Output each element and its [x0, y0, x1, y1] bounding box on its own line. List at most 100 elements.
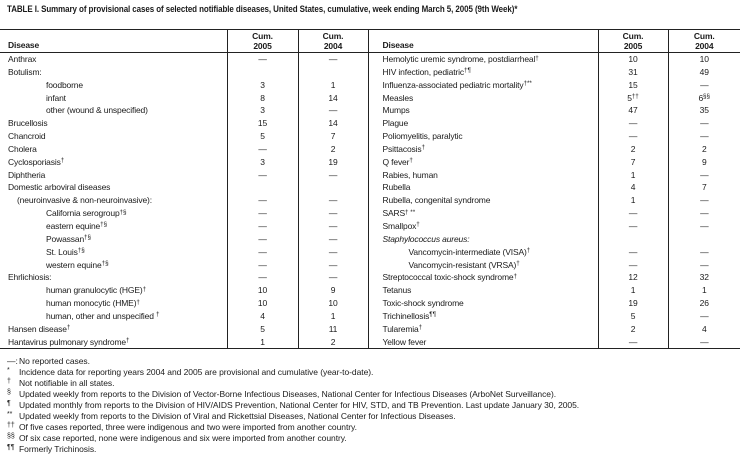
table-row: infant 8 14 Measles 5†† 6§§: [0, 91, 740, 105]
footnote-marker: ††: [7, 422, 15, 429]
value-cell-2004: 6§§: [667, 91, 740, 105]
footnote-text: Of six case reported, none were indigeno…: [19, 433, 347, 443]
column-header-disease-left: Disease: [0, 29, 227, 53]
value-cell-2005: —: [226, 245, 298, 259]
disease-cell: Vancomycin-intermediate (VISA)†: [367, 245, 598, 259]
disease-label: Toxic-shock syndrome: [382, 298, 464, 309]
disease-cell: SARS† **: [367, 207, 598, 220]
value: —: [258, 233, 267, 244]
footnote-marker-ref: †§: [77, 247, 85, 255]
value-cell-2005: 10: [597, 52, 668, 66]
value: —: [628, 131, 638, 142]
footnote: § Updated weekly from reports to the Divi…: [6, 389, 738, 400]
footnote-text: No reported cases.: [19, 356, 90, 366]
disease-label: Rubella: [382, 182, 411, 193]
table-row: human, other and unspecified † 4 1 Trichine…: [0, 309, 740, 323]
value-cell-2004: 26: [667, 297, 740, 310]
footnote-text: Formerly Trichinosis.: [19, 444, 97, 454]
footnote-marker: †: [7, 378, 11, 385]
footnote-marker-ref: †¶: [463, 67, 471, 75]
value: 19: [628, 298, 638, 309]
value: 4: [630, 182, 636, 193]
disease-cell: human granulocytic (HGE)†: [0, 284, 227, 297]
table-row: Hantavirus pulmonary syndrome† 1 2 Yellow f…: [0, 335, 740, 349]
disease-label: human, other and unspecified: [46, 310, 157, 321]
value: 35: [699, 105, 709, 116]
footnote-marker: *: [7, 367, 10, 374]
disease-label: Poliomyelitis, paralytic: [382, 131, 463, 142]
disease-label: Botulism:: [8, 66, 42, 77]
value: 2: [701, 143, 707, 154]
value-cell-2004: 7: [297, 130, 368, 143]
disease-label: Powassan: [46, 233, 85, 244]
value: 7: [330, 131, 336, 142]
disease-label: Diphtheria: [8, 169, 46, 180]
disease-cell: Tetanus: [367, 284, 598, 298]
disease-label: Streptococcal toxic-shock syndrome: [382, 272, 514, 283]
footnote-marker-ref: †§: [84, 234, 92, 242]
value-cell-2005: 19: [597, 297, 668, 310]
value: —: [328, 233, 338, 244]
table-row: Botulism: HIV infection, pediatric†¶ 31 49: [0, 65, 740, 79]
disease-label: Domestic arboviral diseases: [8, 182, 111, 193]
table-row: Powassan†§ — — Staphylococcus aureus:: [0, 232, 740, 246]
disease-label: Vancomycin-intermediate (VISA): [408, 246, 527, 257]
disease-cell: Measles: [367, 91, 598, 105]
footnote-marker-ref: ¶¶: [429, 311, 436, 319]
value-cell-2004: 11: [297, 322, 368, 336]
table-title: TABLE I. Summary of provisional cases of…: [7, 4, 518, 15]
footnote-marker-ref: §§: [703, 93, 711, 101]
value: 2: [330, 336, 336, 347]
footnotes: —: No reported cases. * Incidence data for …: [6, 356, 738, 455]
disease-cell: Rabies, human: [367, 168, 598, 182]
disease-label: Yellow fever: [382, 336, 427, 347]
value-cell-2004: 1: [667, 284, 740, 298]
value: 5: [630, 310, 636, 321]
table-row: California serogroup†§ — — SARS† ** — —: [0, 207, 740, 220]
value-cell-2004: 1: [297, 309, 368, 323]
disease-cell: Diphtheria: [0, 169, 227, 182]
value-cell-2005: 15: [597, 78, 668, 92]
disease-label: eastern equine: [46, 220, 101, 231]
value: —: [328, 259, 338, 270]
value-cell-2004: 19: [297, 155, 368, 169]
footnote-marker: §: [7, 389, 11, 396]
table-row: Cyclosporiasis† 3 19 Q fever† 7 9: [0, 155, 740, 169]
footnote-marker-ref: †: [126, 337, 130, 345]
disease-cell: Domestic arboviral diseases: [0, 181, 227, 194]
value: —: [258, 220, 267, 231]
disease-cell: HIV infection, pediatric†¶: [367, 65, 598, 79]
value-cell-2004: 49: [667, 65, 740, 79]
value: —: [628, 336, 638, 347]
value: 1: [330, 310, 336, 321]
disease-label: Brucellosis: [8, 118, 48, 129]
value-cell-2004: —: [667, 130, 740, 143]
table-row: Diphtheria — — Rabies, human 1 —: [0, 168, 740, 182]
disease-label: Hansen disease: [8, 323, 67, 334]
value: —: [700, 220, 709, 231]
footnote-marker: ¶: [7, 400, 11, 407]
value-cell-2004: 2: [667, 142, 740, 156]
value: 9: [701, 156, 707, 167]
value: 2: [330, 143, 336, 154]
value: 1: [630, 195, 636, 206]
disease-label: Ehrlichiosis:: [8, 272, 52, 283]
value: —: [258, 195, 267, 206]
value: —: [328, 220, 338, 231]
value-cell-2005: [597, 232, 668, 246]
value: 32: [699, 272, 709, 283]
value: 15: [628, 79, 638, 90]
value: 1: [630, 285, 636, 296]
value-cell-2004: [667, 232, 740, 246]
footnote-marker-ref: †§: [100, 221, 108, 229]
footnote-text: Not notifiable in all states.: [19, 378, 115, 388]
value: 19: [328, 156, 338, 167]
value-cell-2004: 1: [297, 78, 368, 92]
value-cell-2005: 3: [226, 78, 298, 92]
disease-cell: Cholera: [0, 143, 227, 156]
footnote: ¶ Updated monthly from reports to the Div…: [6, 400, 738, 411]
disease-cell: Tularemia†: [367, 322, 598, 336]
disease-label: Rabies, human: [382, 169, 438, 180]
value: 4: [260, 310, 265, 321]
value: —: [258, 246, 267, 257]
